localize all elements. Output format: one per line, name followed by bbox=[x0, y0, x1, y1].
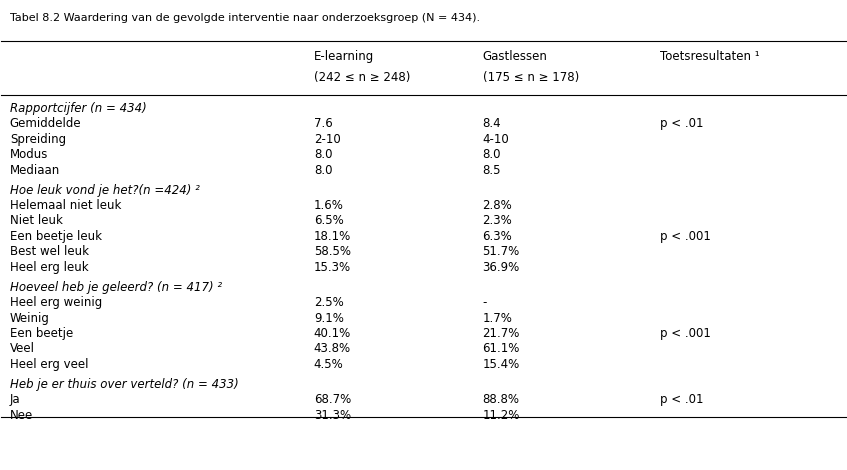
Text: 8.0: 8.0 bbox=[313, 148, 332, 161]
Text: Hoeveel heb je geleerd? (n = 417) ²: Hoeveel heb je geleerd? (n = 417) ² bbox=[10, 281, 222, 294]
Text: Gemiddelde: Gemiddelde bbox=[10, 117, 81, 130]
Text: 1.6%: 1.6% bbox=[313, 199, 344, 212]
Text: Ja: Ja bbox=[10, 393, 20, 407]
Text: 2.8%: 2.8% bbox=[483, 199, 512, 212]
Text: -: - bbox=[483, 296, 487, 309]
Text: Toetsresultaten ¹: Toetsresultaten ¹ bbox=[660, 50, 760, 63]
Text: Heel erg leuk: Heel erg leuk bbox=[10, 261, 88, 274]
Text: 18.1%: 18.1% bbox=[313, 230, 351, 243]
Text: Heel erg veel: Heel erg veel bbox=[10, 358, 88, 371]
Text: (175 ≤ n ≥ 178): (175 ≤ n ≥ 178) bbox=[483, 71, 579, 85]
Text: 2-10: 2-10 bbox=[313, 133, 340, 146]
Text: Heb je er thuis over verteld? (n = 433): Heb je er thuis over verteld? (n = 433) bbox=[10, 378, 239, 391]
Text: 68.7%: 68.7% bbox=[313, 393, 351, 407]
Text: p < .01: p < .01 bbox=[660, 393, 703, 407]
Text: 51.7%: 51.7% bbox=[483, 245, 520, 258]
Text: p < .001: p < .001 bbox=[660, 230, 711, 243]
Text: p < .01: p < .01 bbox=[660, 117, 703, 130]
Text: 21.7%: 21.7% bbox=[483, 327, 520, 340]
Text: 8.5: 8.5 bbox=[483, 164, 501, 177]
Text: Helemaal niet leuk: Helemaal niet leuk bbox=[10, 199, 121, 212]
Text: p < .001: p < .001 bbox=[660, 327, 711, 340]
Text: 2.5%: 2.5% bbox=[313, 296, 344, 309]
Text: 6.3%: 6.3% bbox=[483, 230, 512, 243]
Text: 15.4%: 15.4% bbox=[483, 358, 520, 371]
Text: 7.6: 7.6 bbox=[313, 117, 333, 130]
Text: Weinig: Weinig bbox=[10, 312, 50, 325]
Text: 15.3%: 15.3% bbox=[313, 261, 351, 274]
Text: Spreiding: Spreiding bbox=[10, 133, 66, 146]
Text: 58.5%: 58.5% bbox=[313, 245, 351, 258]
Text: 43.8%: 43.8% bbox=[313, 343, 351, 355]
Text: 9.1%: 9.1% bbox=[313, 312, 344, 325]
Text: 40.1%: 40.1% bbox=[313, 327, 351, 340]
Text: 8.0: 8.0 bbox=[313, 164, 332, 177]
Text: 2.3%: 2.3% bbox=[483, 214, 512, 227]
Text: Nee: Nee bbox=[10, 409, 33, 422]
Text: Niet leuk: Niet leuk bbox=[10, 214, 63, 227]
Text: 8.4: 8.4 bbox=[483, 117, 501, 130]
Text: Veel: Veel bbox=[10, 343, 35, 355]
Text: Hoe leuk vond je het?(n =424) ²: Hoe leuk vond je het?(n =424) ² bbox=[10, 184, 200, 196]
Text: 31.3%: 31.3% bbox=[313, 409, 351, 422]
Text: Rapportcijfer (n = 434): Rapportcijfer (n = 434) bbox=[10, 102, 147, 115]
Text: 6.5%: 6.5% bbox=[313, 214, 344, 227]
Text: 36.9%: 36.9% bbox=[483, 261, 520, 274]
Text: (242 ≤ n ≥ 248): (242 ≤ n ≥ 248) bbox=[313, 71, 410, 85]
Text: 11.2%: 11.2% bbox=[483, 409, 520, 422]
Text: Heel erg weinig: Heel erg weinig bbox=[10, 296, 102, 309]
Text: Modus: Modus bbox=[10, 148, 48, 161]
Text: 88.8%: 88.8% bbox=[483, 393, 519, 407]
Text: Gastlessen: Gastlessen bbox=[483, 50, 547, 63]
Text: 8.0: 8.0 bbox=[483, 148, 501, 161]
Text: 1.7%: 1.7% bbox=[483, 312, 512, 325]
Text: 61.1%: 61.1% bbox=[483, 343, 520, 355]
Text: Mediaan: Mediaan bbox=[10, 164, 60, 177]
Text: 4-10: 4-10 bbox=[483, 133, 509, 146]
Text: Tabel 8.2 Waardering van de gevolgde interventie naar onderzoeksgroep (N = 434).: Tabel 8.2 Waardering van de gevolgde int… bbox=[10, 13, 480, 23]
Text: E-learning: E-learning bbox=[313, 50, 374, 63]
Text: Best wel leuk: Best wel leuk bbox=[10, 245, 89, 258]
Text: Een beetje: Een beetje bbox=[10, 327, 73, 340]
Text: Een beetje leuk: Een beetje leuk bbox=[10, 230, 102, 243]
Text: 4.5%: 4.5% bbox=[313, 358, 344, 371]
